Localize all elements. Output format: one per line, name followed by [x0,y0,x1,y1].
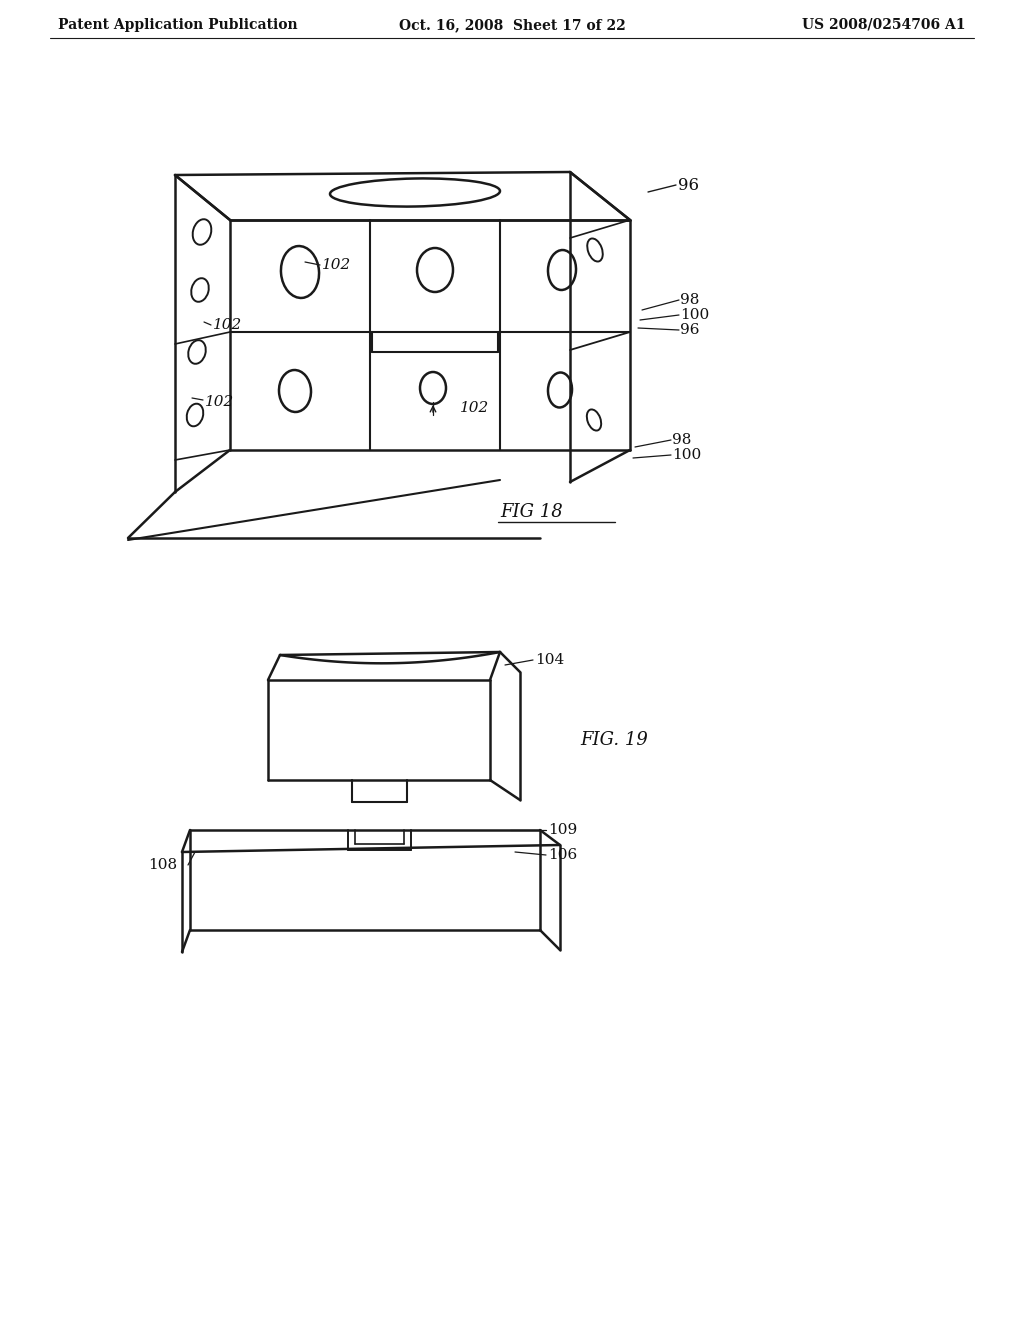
Text: 98: 98 [672,433,691,447]
Text: 102: 102 [213,318,243,333]
Text: 104: 104 [535,653,564,667]
Text: 100: 100 [680,308,710,322]
Text: 96: 96 [678,177,699,194]
Text: 102: 102 [460,401,489,414]
Text: US 2008/0254706 A1: US 2008/0254706 A1 [803,18,966,32]
Text: 102: 102 [205,395,234,409]
Text: FIG 18: FIG 18 [500,503,563,521]
Text: 109: 109 [548,822,578,837]
Text: 100: 100 [672,447,701,462]
Text: 96: 96 [680,323,699,337]
Text: Oct. 16, 2008  Sheet 17 of 22: Oct. 16, 2008 Sheet 17 of 22 [398,18,626,32]
Text: 98: 98 [680,293,699,308]
Text: Patent Application Publication: Patent Application Publication [58,18,298,32]
Text: 108: 108 [148,858,177,873]
Text: 106: 106 [548,847,578,862]
Text: 102: 102 [322,257,351,272]
Text: FIG. 19: FIG. 19 [580,731,648,748]
